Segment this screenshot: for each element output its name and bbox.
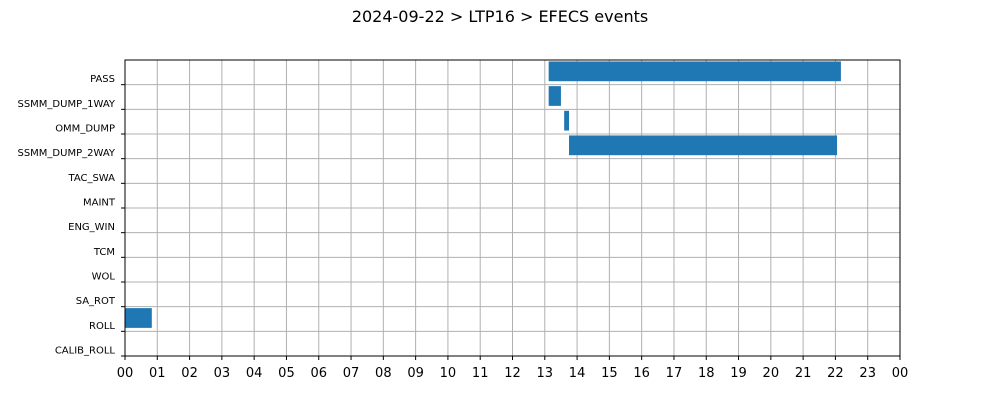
grid-lines [124,60,901,356]
y-tick-label: OMM_DUMP [55,124,115,135]
y-tick-label: WOL [92,272,116,283]
chart-title: 2024-09-22 > LTP16 > EFECS events [352,7,648,26]
x-tick-label: 18 [698,366,715,381]
y-tick-label: ROLL [89,321,115,332]
x-tick-label: 15 [601,366,618,381]
x-tick-label: 09 [407,366,424,381]
y-tick-label: CALIB_ROLL [55,346,116,357]
y-tick-label: SA_ROT [76,296,116,307]
x-tick-label: 12 [504,366,521,381]
x-tick-label: 11 [472,366,489,381]
x-tick-label: 13 [537,366,554,381]
x-tick-label: 16 [633,366,650,381]
event-bars [125,61,841,328]
y-tick-label: TAC_SWA [67,173,115,184]
x-tick-label: 03 [214,366,231,381]
event-bar [564,110,570,131]
event-bar [569,135,838,156]
x-tick-label: 10 [440,366,457,381]
x-tick-label: 23 [859,366,876,381]
x-tick-label: 14 [569,366,586,381]
x-tick-label: 17 [666,366,683,381]
x-tick-label: 00 [892,366,909,381]
y-tick-label: PASS [90,74,115,85]
x-tick-label: 19 [730,366,747,381]
y-tick-label: TCM [93,247,115,258]
x-tick-label: 02 [181,366,198,381]
y-tick-label: SSMM_DUMP_1WAY [17,99,115,110]
axis-ticks [121,84,901,360]
y-axis-labels: PASS SSMM_DUMP_1WAY OMM_DUMP SSMM_DUMP_2WAY… [17,74,115,356]
event-bar [548,86,561,106]
x-tick-label: 20 [763,366,780,381]
x-tick-label: 04 [246,366,263,381]
y-tick-label: ENG_WIN [68,222,115,233]
y-tick-label: SSMM_DUMP_2WAY [17,148,115,159]
x-tick-label: 07 [343,366,360,381]
x-tick-label: 05 [278,366,295,381]
x-tick-label: 22 [827,366,844,381]
x-tick-label: 01 [149,366,166,381]
event-bar [125,308,152,328]
x-tick-label: 00 [117,366,134,381]
x-tick-label: 08 [375,366,392,381]
y-tick-label: MAINT [83,198,116,209]
event-bar [548,61,841,82]
x-tick-label: 21 [795,366,812,381]
x-axis-labels: 00 01 02 03 04 05 06 07 08 09 10 11 12 13 14 15 16 17 18 19… [117,366,909,381]
x-tick-label: 06 [310,366,327,381]
